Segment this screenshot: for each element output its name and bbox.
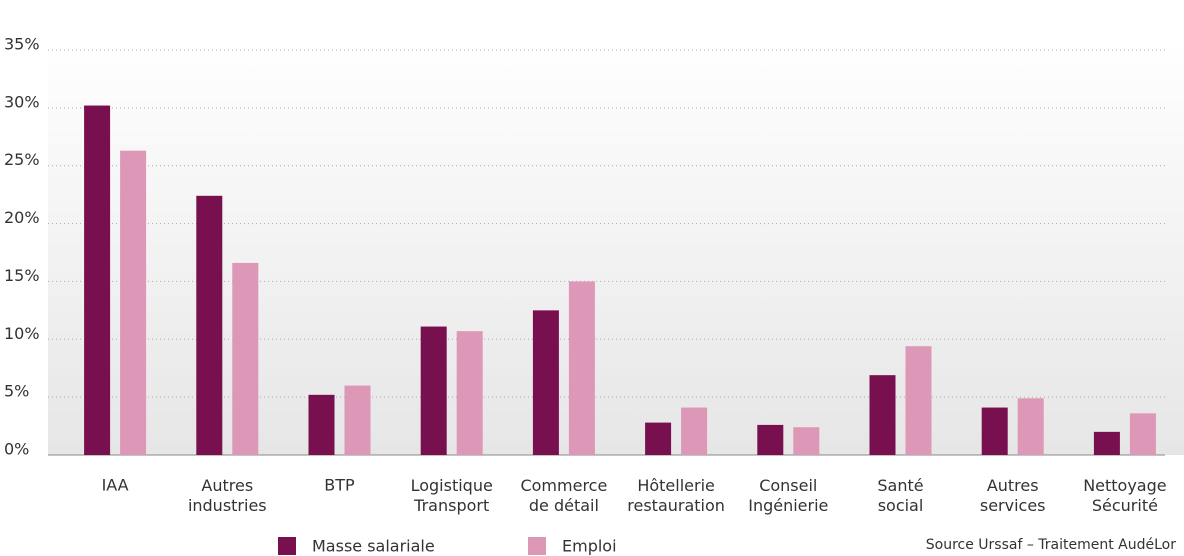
bar bbox=[420, 326, 447, 455]
y-tick-label: 30% bbox=[4, 92, 40, 111]
x-tick-label: Autres services bbox=[980, 476, 1046, 515]
bar bbox=[308, 394, 335, 455]
bar bbox=[1093, 431, 1120, 455]
bar bbox=[981, 407, 1008, 455]
bar bbox=[1017, 398, 1044, 455]
legend-swatch bbox=[528, 537, 546, 555]
bar bbox=[905, 346, 932, 455]
bar bbox=[344, 385, 371, 455]
y-tick-label: 20% bbox=[4, 208, 40, 227]
x-tick-label: Commerce de détail bbox=[520, 476, 607, 515]
x-tick-label: Conseil Ingénierie bbox=[748, 476, 828, 515]
x-tick-label: BTP bbox=[324, 476, 355, 495]
x-tick-label: Nettoyage Sécurité bbox=[1083, 476, 1166, 515]
bar bbox=[84, 105, 111, 456]
x-tick-label: IAA bbox=[102, 476, 129, 495]
bar bbox=[196, 195, 223, 456]
legend-label: Emploi bbox=[562, 537, 617, 556]
legend-label: Masse salariale bbox=[312, 537, 435, 556]
y-tick-label: 5% bbox=[4, 382, 29, 401]
bar bbox=[793, 427, 820, 455]
bar bbox=[120, 150, 147, 455]
y-tick-label: 0% bbox=[4, 440, 29, 459]
bar bbox=[681, 407, 708, 455]
y-tick-label: 35% bbox=[4, 35, 40, 54]
x-tick-label: Autres industries bbox=[188, 476, 267, 515]
y-tick-label: 15% bbox=[4, 266, 40, 285]
bar bbox=[757, 424, 784, 455]
bar bbox=[1129, 413, 1156, 455]
bar bbox=[456, 331, 483, 455]
bar bbox=[532, 310, 559, 455]
y-tick-label: 10% bbox=[4, 324, 40, 343]
y-tick-label: 25% bbox=[4, 150, 40, 169]
bar bbox=[645, 422, 672, 455]
source: Source Urssaf – Traitement AudéLor bbox=[926, 537, 1176, 553]
legend-swatch bbox=[278, 537, 296, 555]
x-tick-label: Hôtellerie restauration bbox=[627, 476, 725, 515]
x-tick-label: Santé social bbox=[877, 476, 923, 515]
x-tick-label: Logistique Transport bbox=[411, 476, 493, 515]
bar bbox=[568, 281, 595, 455]
bar bbox=[232, 262, 259, 455]
bar bbox=[869, 375, 896, 455]
